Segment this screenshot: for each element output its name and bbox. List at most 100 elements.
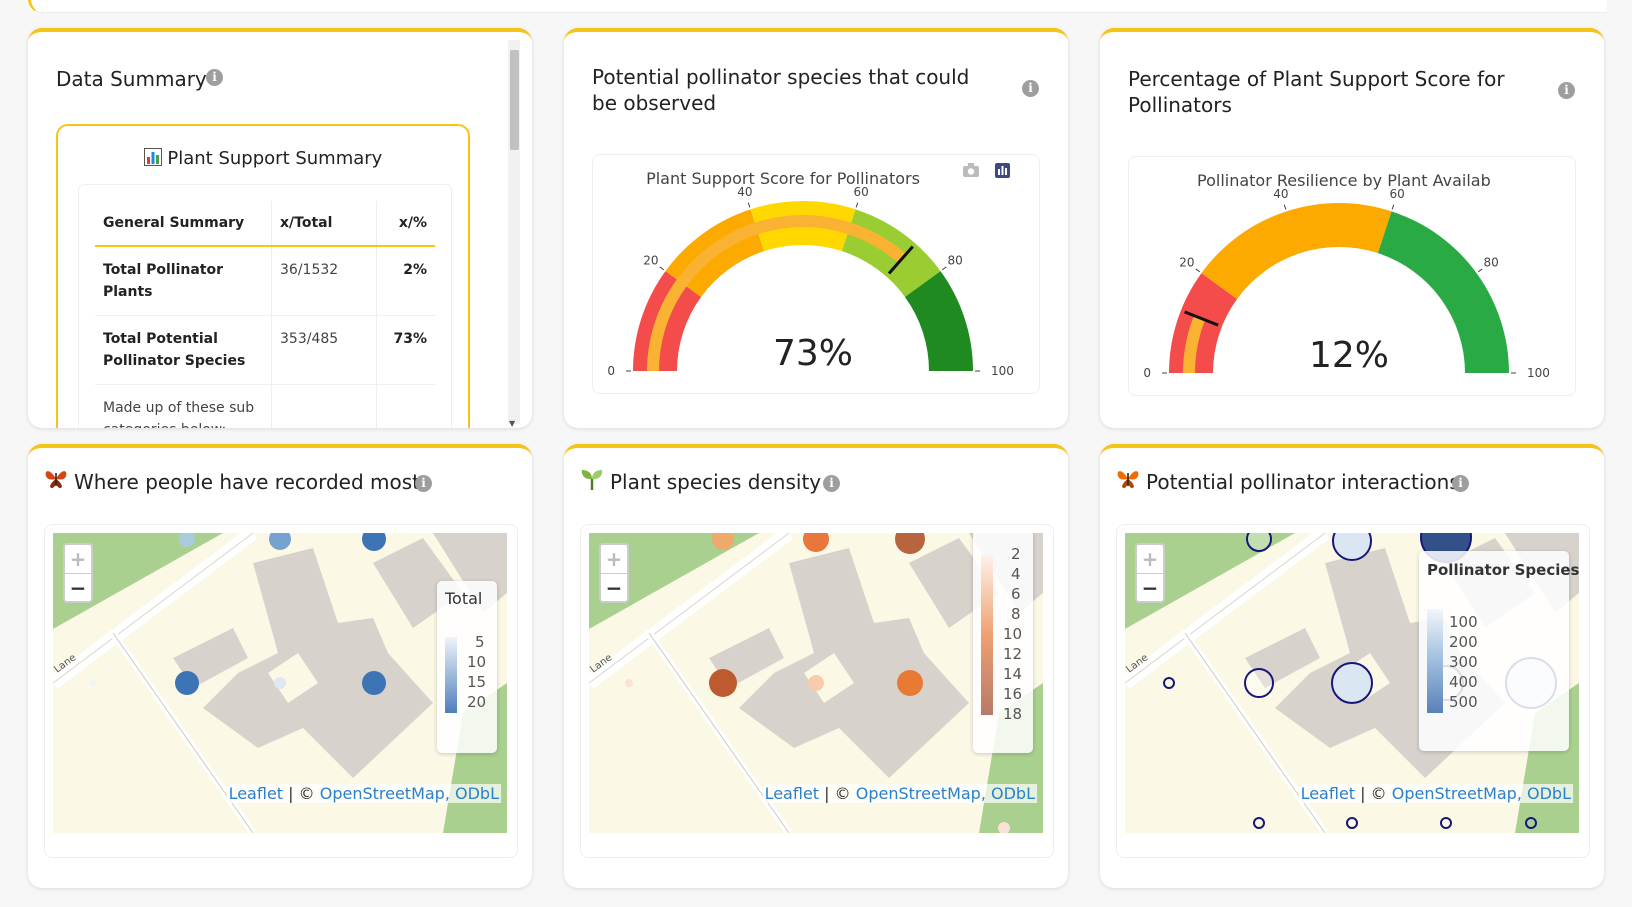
plant-support-summary-text: Plant Support Summary [167,148,383,169]
table-cell: Total Potential Pollinator Species [95,315,272,385]
map-marker[interactable] [895,533,925,554]
gauge-tick-label: 0 [607,364,615,378]
vertical-scrollbar[interactable]: ▼ [508,40,520,428]
info-icon[interactable]: i [1452,475,1469,492]
info-icon[interactable]: i [415,475,432,492]
map1-legend: Total 5 10 15 20 [437,581,497,753]
map2[interactable]: Lane + − 2 4 6 8 10 [589,533,1043,833]
table-cell: Total Pollinator Plants [95,246,272,316]
gauge-value-bar [647,215,907,371]
zoom-out-button[interactable]: − [69,576,87,600]
table-header-row: General Summary x/Total x/% [95,201,435,247]
map-marker[interactable] [1244,668,1274,698]
zoom-in-button[interactable]: + [65,545,91,574]
map-marker[interactable] [1163,677,1175,689]
map1-card-title-text: Where people have recorded most [74,470,421,494]
legend-tick: 12 [1003,645,1023,663]
gauge-tick-mark [747,202,751,208]
zoom-in-button[interactable]: + [601,545,627,574]
legend-title: Pollinator Species [1427,561,1579,579]
map1[interactable]: Lane + − Total 5 10 15 20 [53,533,507,833]
zoom-out-button[interactable]: − [1141,576,1159,600]
camera-icon[interactable] [963,163,979,181]
gauge-tick-label: 40 [737,185,752,199]
gauge1-card-title: Potential pollinator species that could … [592,64,992,116]
gauge-band [904,271,973,371]
summary-table-container: General Summary x/Total x/% Total Pollin… [78,184,452,428]
info-icon[interactable]: i [1022,80,1039,97]
map-marker[interactable] [90,680,96,686]
gauge-tick-mark [1283,204,1287,210]
legend-tick: 400 [1449,673,1478,691]
map-marker[interactable] [175,671,199,695]
plotly-logo-icon[interactable] [995,163,1010,182]
gauge-tick-label: 60 [1389,187,1404,201]
courtyard [268,653,318,703]
map-marker[interactable] [1525,817,1537,829]
map-marker[interactable] [1346,817,1358,829]
map-marker[interactable] [1246,533,1272,552]
leaflet-link[interactable]: Leaflet [1300,784,1356,803]
gauge2-card-title: Percentage of Plant Support Score for Po… [1128,66,1528,118]
map-marker[interactable] [274,677,286,689]
gauge2-plot-title: Pollinator Resilience by Plant Availabil… [1197,171,1491,190]
osm-link[interactable]: OpenStreetMap, ODbL [855,784,1035,803]
road-edge [589,533,790,684]
map3[interactable]: Lane + − Pollinator Species [1125,533,1579,833]
info-icon[interactable]: i [823,475,840,492]
zoom-control: + − [599,543,629,603]
butterfly-icon [44,468,68,496]
data-summary-scroll-area[interactable]: Data Summary i Plant Support Summary [28,32,532,428]
info-icon[interactable]: i [1558,82,1575,99]
map-marker[interactable] [362,533,386,551]
map-marker[interactable] [269,533,291,550]
gauge-tick-mark [1195,268,1201,273]
legend-color-bar [445,637,457,713]
gauge-tick-label: 100 [1527,366,1550,380]
map-marker[interactable] [897,670,923,696]
gauge1-plot-title: Plant Support Score for Pollinators [646,169,920,188]
map-marker[interactable] [1331,662,1373,704]
scrollbar-thumb[interactable] [510,50,519,150]
map-marker[interactable] [625,679,633,687]
map-marker[interactable] [808,675,824,691]
map-marker[interactable] [1332,533,1372,561]
osm-link[interactable]: OpenStreetMap, ODbL [1391,784,1571,803]
park-area [53,533,223,629]
road-edge [53,533,254,684]
gauge2-card-title-text: Percentage of Plant Support Score for Po… [1128,67,1505,117]
scroll-down-arrow-icon[interactable]: ▼ [509,419,516,428]
info-icon[interactable]: i [206,69,223,86]
map-marker[interactable] [1440,817,1452,829]
legend-title: Total [445,589,483,608]
road-edge [1125,533,1326,684]
table-cell: Made up of these sub categories below: [95,384,272,428]
leaflet-link[interactable]: Leaflet [764,784,820,803]
column-header: x/Total [271,201,377,247]
map-marker[interactable] [709,669,737,697]
legend-color-bar [1427,609,1443,713]
plant-support-summary-heading: Plant Support Summary [58,148,468,171]
map-attribution: Leaflet | © OpenStreetMap, ODbL [226,784,501,803]
building [739,548,969,778]
zoom-out-button[interactable]: − [605,576,623,600]
map1-frame: Lane + − Total 5 10 15 20 [44,524,518,858]
leaflet-link[interactable]: Leaflet [228,784,284,803]
table-cell [376,384,435,428]
map1-markers [90,533,386,695]
zoom-in-button[interactable]: + [1137,545,1163,574]
map-marker[interactable] [803,533,829,552]
legend-tick: 10 [1003,625,1023,643]
osm-link[interactable]: OpenStreetMap, ODbL [319,784,499,803]
map-marker[interactable] [362,671,386,695]
map-marker[interactable] [998,822,1010,833]
summary-table: General Summary x/Total x/% Total Pollin… [95,201,435,428]
map-marker[interactable] [179,533,195,547]
butterfly-icon [1116,468,1140,496]
map-marker[interactable] [1253,817,1265,829]
table-cell: 36/1532 [271,246,377,316]
legend-tick: 18 [1003,705,1023,723]
plant-density-map-card: Plant species density i Lane + − 2 [564,444,1068,888]
map-marker[interactable] [712,533,734,550]
table-row: Total Pollinator Plants 36/1532 2% [95,246,435,316]
